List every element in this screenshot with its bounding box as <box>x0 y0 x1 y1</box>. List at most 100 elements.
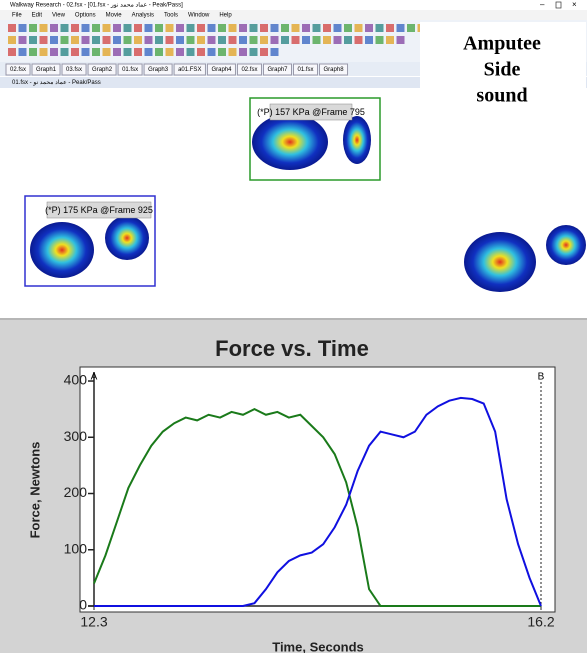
toolbar-button[interactable] <box>292 24 300 32</box>
toolbar-button[interactable] <box>229 24 237 32</box>
tab[interactable]: Graph4 <box>207 64 235 75</box>
toolbar-button[interactable] <box>355 24 363 32</box>
toolbar-button[interactable] <box>323 24 331 32</box>
toolbar-button[interactable] <box>71 24 79 32</box>
toolbar-button[interactable] <box>218 36 226 44</box>
tab[interactable]: Graph8 <box>320 64 348 75</box>
menu-item[interactable]: Options <box>75 13 96 19</box>
toolbar-button[interactable] <box>113 36 121 44</box>
toolbar-button[interactable] <box>8 48 16 56</box>
toolbar-button[interactable] <box>134 24 142 32</box>
toolbar-button[interactable] <box>61 36 69 44</box>
toolbar-button[interactable] <box>134 48 142 56</box>
toolbar-button[interactable] <box>19 48 27 56</box>
tab-label[interactable]: Graph7 <box>267 67 288 73</box>
toolbar-button[interactable] <box>82 24 90 32</box>
toolbar-button[interactable] <box>166 48 174 56</box>
tab[interactable]: 01.fsx <box>294 64 318 75</box>
toolbar-button[interactable] <box>271 48 279 56</box>
tab-label[interactable]: 03.fsx <box>66 67 82 73</box>
toolbar-button[interactable] <box>239 24 247 32</box>
toolbar-button[interactable] <box>218 48 226 56</box>
toolbar-button[interactable] <box>71 48 79 56</box>
tab-label[interactable]: Graph3 <box>148 67 169 73</box>
toolbar-button[interactable] <box>103 36 111 44</box>
toolbar-button[interactable] <box>355 36 363 44</box>
toolbar-button[interactable] <box>208 24 216 32</box>
toolbar-button[interactable] <box>155 24 163 32</box>
toolbar-button[interactable] <box>187 48 195 56</box>
toolbar-button[interactable] <box>281 36 289 44</box>
toolbar-button[interactable] <box>155 48 163 56</box>
toolbar-button[interactable] <box>61 48 69 56</box>
tab[interactable]: 02.fsx <box>237 64 261 75</box>
tab-label[interactable]: Graph8 <box>324 67 345 73</box>
toolbar-button[interactable] <box>260 48 268 56</box>
toolbar-button[interactable] <box>124 48 132 56</box>
tab-label[interactable]: Graph2 <box>92 67 113 73</box>
toolbar-button[interactable] <box>40 48 48 56</box>
toolbar-button[interactable] <box>260 36 268 44</box>
toolbar-button[interactable] <box>365 24 373 32</box>
toolbar-button[interactable] <box>250 48 258 56</box>
toolbar-button[interactable] <box>376 36 384 44</box>
toolbar-button[interactable] <box>386 36 394 44</box>
toolbar-button[interactable] <box>71 36 79 44</box>
menu-item[interactable]: Edit <box>32 13 43 19</box>
tab[interactable]: 03.fsx <box>62 64 86 75</box>
menu-item[interactable]: Tools <box>164 13 178 19</box>
toolbar-button[interactable] <box>134 36 142 44</box>
menu-item[interactable]: File <box>12 13 22 19</box>
toolbar-button[interactable] <box>145 36 153 44</box>
tab[interactable]: a01.FSX <box>174 64 205 75</box>
tab-label[interactable]: 02.fsx <box>10 67 26 73</box>
toolbar-button[interactable] <box>8 36 16 44</box>
toolbar-button[interactable] <box>19 24 27 32</box>
tab[interactable]: Graph3 <box>144 64 172 75</box>
toolbar-button[interactable] <box>40 36 48 44</box>
toolbar-button[interactable] <box>82 36 90 44</box>
toolbar-button[interactable] <box>250 24 258 32</box>
toolbar-button[interactable] <box>313 24 321 32</box>
toolbar-button[interactable] <box>250 36 258 44</box>
toolbar-button[interactable] <box>124 24 132 32</box>
toolbar-button[interactable] <box>166 24 174 32</box>
toolbar-button[interactable] <box>334 24 342 32</box>
toolbar-button[interactable] <box>82 48 90 56</box>
toolbar-button[interactable] <box>61 24 69 32</box>
toolbar-button[interactable] <box>176 24 184 32</box>
toolbar-button[interactable] <box>197 48 205 56</box>
toolbar-button[interactable] <box>365 36 373 44</box>
toolbar-button[interactable] <box>92 48 100 56</box>
toolbar-button[interactable] <box>50 24 58 32</box>
toolbar-button[interactable] <box>313 36 321 44</box>
toolbar-button[interactable] <box>40 24 48 32</box>
toolbar-button[interactable] <box>334 36 342 44</box>
toolbar-button[interactable] <box>302 24 310 32</box>
toolbar-button[interactable] <box>29 24 37 32</box>
toolbar-button[interactable] <box>103 24 111 32</box>
menu-item[interactable]: Analysis <box>132 13 154 19</box>
toolbar-button[interactable] <box>281 24 289 32</box>
menu-item[interactable]: Help <box>219 13 232 19</box>
tab-label[interactable]: 01.fsx <box>122 67 138 73</box>
toolbar-button[interactable] <box>113 48 121 56</box>
toolbar-button[interactable] <box>29 48 37 56</box>
toolbar-button[interactable] <box>124 36 132 44</box>
menu-item[interactable]: View <box>52 13 66 19</box>
toolbar-button[interactable] <box>187 36 195 44</box>
toolbar-button[interactable] <box>208 48 216 56</box>
toolbar-button[interactable] <box>229 36 237 44</box>
toolbar-button[interactable] <box>302 36 310 44</box>
toolbar-button[interactable] <box>145 24 153 32</box>
toolbar-button[interactable] <box>155 36 163 44</box>
toolbar-button[interactable] <box>239 36 247 44</box>
toolbar-button[interactable] <box>113 24 121 32</box>
toolbar-button[interactable] <box>19 36 27 44</box>
toolbar-button[interactable] <box>187 24 195 32</box>
tab[interactable]: 02.fsx <box>6 64 30 75</box>
toolbar-button[interactable] <box>292 36 300 44</box>
toolbar-button[interactable] <box>239 48 247 56</box>
tab-label[interactable]: 01.fsx <box>298 67 314 73</box>
toolbar-button[interactable] <box>218 24 226 32</box>
